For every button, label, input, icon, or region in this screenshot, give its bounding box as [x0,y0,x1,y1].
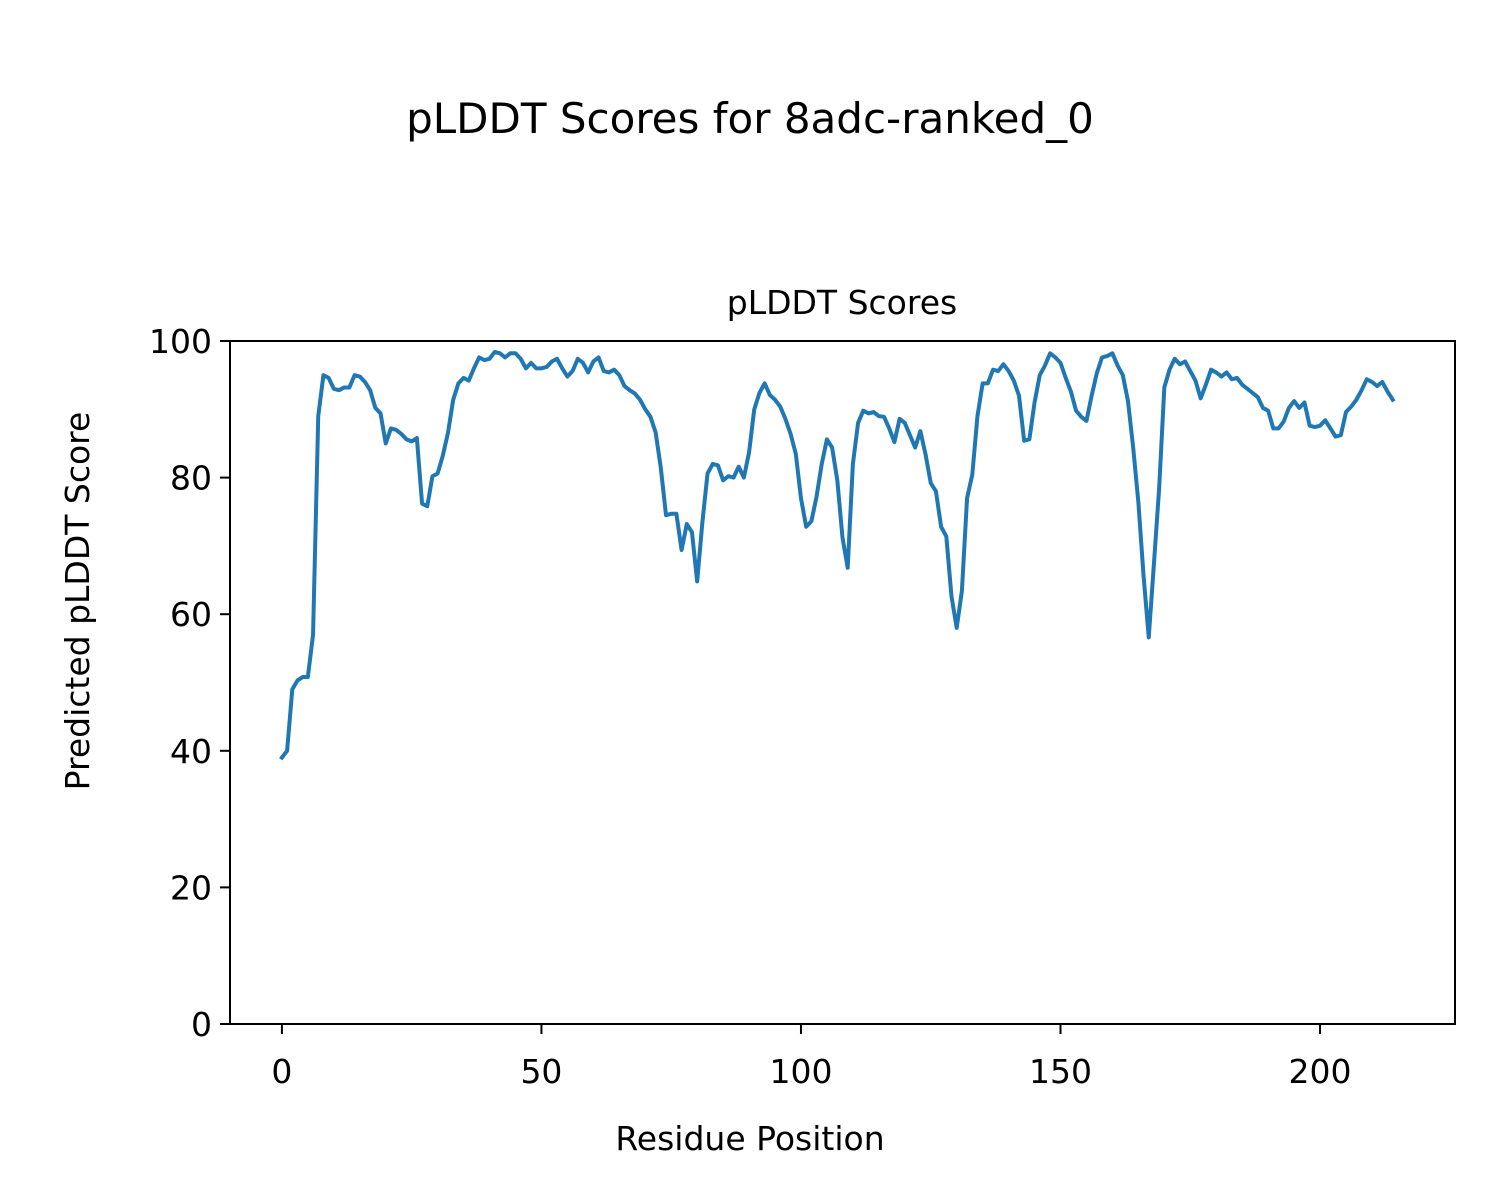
plot-area [279,349,1396,761]
x-tick-label: 100 [769,1052,832,1091]
x-axis: 0 50 100 150 200 [271,1024,1352,1091]
y-axis: 0 20 40 60 80 100 [149,322,230,1044]
y-tick-label: 40 [170,732,212,771]
x-tick-label: 200 [1289,1052,1352,1091]
series-line-plddt [279,349,1396,761]
y-tick-label: 0 [191,1005,212,1044]
x-tick-label: 150 [1029,1052,1092,1091]
plot-title: pLDDT Scores [727,283,957,322]
axes-frame [229,340,1456,1025]
figure-suptitle: pLDDT Scores for 8adc-ranked_0 [406,94,1094,143]
y-tick-label: 60 [170,595,212,634]
y-tick-label: 20 [170,868,212,907]
x-axis-label: Residue Position [615,1119,884,1158]
x-tick-label: 0 [271,1052,292,1091]
y-tick-label: 100 [149,322,212,361]
y-tick-label: 80 [170,459,212,498]
x-tick-label: 50 [520,1052,562,1091]
y-axis-label: Predicted pLDDT Score [58,412,97,791]
